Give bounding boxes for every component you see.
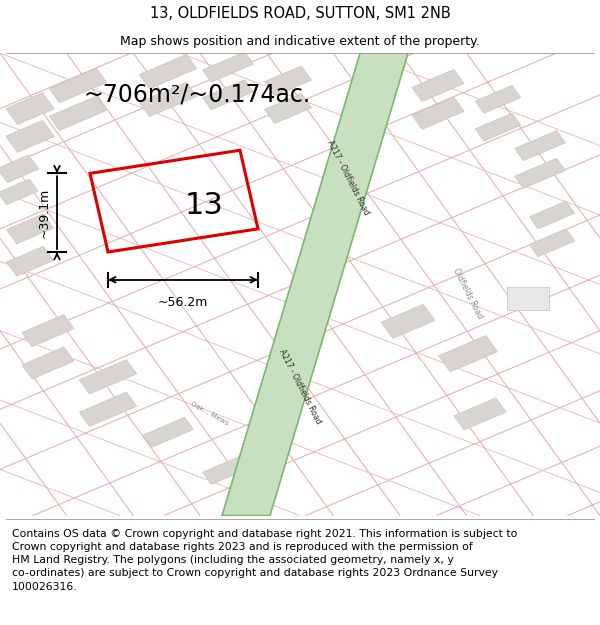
Text: A217 - Oldfields Road: A217 - Oldfields Road	[325, 139, 371, 217]
Polygon shape	[7, 246, 53, 276]
Text: ~706m²/~0.174ac.: ~706m²/~0.174ac.	[84, 82, 311, 107]
Text: 13, OLDFIELDS ROAD, SUTTON, SM1 2NB: 13, OLDFIELDS ROAD, SUTTON, SM1 2NB	[149, 6, 451, 21]
Polygon shape	[0, 179, 38, 204]
Polygon shape	[203, 80, 253, 110]
Polygon shape	[507, 287, 549, 310]
Text: Contains OS data © Crown copyright and database right 2021. This information is : Contains OS data © Crown copyright and d…	[12, 529, 517, 591]
Polygon shape	[79, 360, 137, 394]
Polygon shape	[515, 131, 565, 161]
Polygon shape	[222, 53, 408, 516]
Polygon shape	[0, 155, 39, 182]
Polygon shape	[22, 347, 74, 379]
Polygon shape	[22, 314, 74, 347]
Polygon shape	[439, 336, 497, 372]
Polygon shape	[7, 214, 53, 244]
Text: 13: 13	[185, 191, 223, 220]
Polygon shape	[265, 94, 311, 124]
Polygon shape	[475, 86, 521, 113]
Polygon shape	[139, 54, 197, 89]
Text: ~56.2m: ~56.2m	[158, 296, 208, 309]
Text: Oak... Mews: Oak... Mews	[190, 401, 230, 427]
Polygon shape	[143, 418, 193, 447]
Text: Oldfields Road: Oldfields Road	[451, 267, 485, 321]
Polygon shape	[265, 66, 311, 96]
Polygon shape	[139, 82, 197, 116]
Polygon shape	[203, 454, 253, 484]
Polygon shape	[412, 98, 464, 129]
Polygon shape	[79, 392, 137, 426]
Text: Map shows position and indicative extent of the property.: Map shows position and indicative extent…	[120, 35, 480, 48]
Polygon shape	[203, 52, 253, 82]
Polygon shape	[475, 113, 521, 141]
Polygon shape	[529, 201, 575, 229]
Polygon shape	[454, 398, 506, 430]
Polygon shape	[381, 304, 435, 338]
Polygon shape	[6, 121, 54, 152]
Polygon shape	[529, 229, 575, 257]
Polygon shape	[515, 158, 565, 188]
Polygon shape	[412, 69, 464, 101]
Text: ~39.1m: ~39.1m	[37, 188, 50, 238]
Polygon shape	[49, 96, 107, 131]
Polygon shape	[49, 68, 107, 102]
Polygon shape	[6, 92, 54, 124]
Text: A217 - Oldfields Road: A217 - Oldfields Road	[277, 348, 323, 425]
